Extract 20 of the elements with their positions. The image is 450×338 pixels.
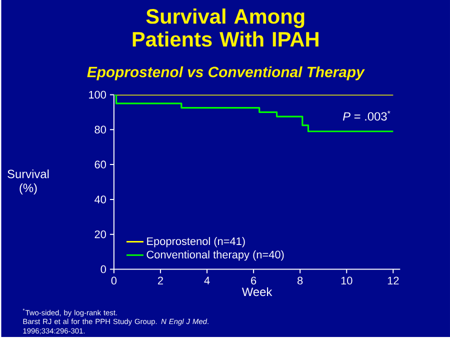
annotation: P = .003$^{*}$ (342, 110, 390, 121)
x-tick-label: 10 (341, 276, 352, 285)
y-tick-label: 80 (94, 126, 106, 134)
x-tick-label: 6 (251, 276, 256, 285)
x-tick-label: 2 (158, 276, 163, 285)
x-tick-label: 4 (204, 276, 210, 284)
x-tick-label: 0 (111, 276, 117, 285)
y-axis-title: Survival (%) (8, 170, 49, 195)
x-tick-label: 8 (298, 276, 303, 285)
y-tick-label: 20 (94, 230, 106, 238)
y-tick-label: 100 (89, 91, 106, 99)
legend-label: Epoprostenol (n=41) (147, 237, 245, 248)
y-tick-label: 60 (94, 160, 106, 169)
y-tick-label: 40 (94, 196, 106, 204)
x-tick-label: 12 (388, 276, 399, 285)
legend-label: Conventional therapy (n=40) (146, 250, 284, 261)
chart-subtitle: Epoprostenol vs Conventional Therapy (87, 66, 365, 80)
y-tick-label: 0 (100, 266, 106, 274)
x-axis-title: Week (242, 287, 272, 296)
chart-title: Survival Among Patients With IPAH (132, 8, 318, 47)
